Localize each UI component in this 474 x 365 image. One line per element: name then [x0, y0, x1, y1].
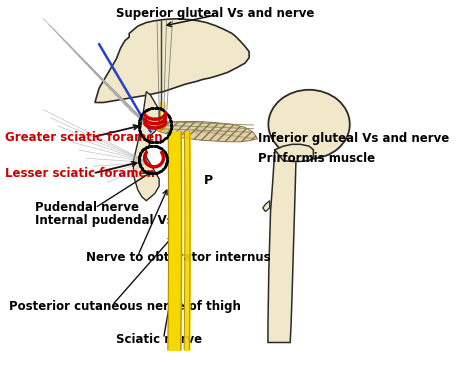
Polygon shape — [263, 201, 270, 212]
Polygon shape — [146, 122, 258, 142]
Circle shape — [268, 90, 350, 159]
Text: Inferior gluteal Vs and nerve: Inferior gluteal Vs and nerve — [258, 132, 449, 145]
Polygon shape — [134, 92, 159, 201]
Polygon shape — [268, 150, 296, 342]
Text: Nerve to obturator internus: Nerve to obturator internus — [86, 250, 271, 264]
Text: P: P — [204, 174, 213, 187]
Text: Prirformis muscle: Prirformis muscle — [258, 152, 375, 165]
Text: Greater sciatic foramen: Greater sciatic foramen — [5, 131, 163, 143]
Polygon shape — [95, 19, 249, 103]
Polygon shape — [275, 144, 313, 161]
Text: Posterior cutaneous nerve of thigh: Posterior cutaneous nerve of thigh — [9, 300, 241, 313]
Text: Sciatic nerve: Sciatic nerve — [116, 333, 202, 346]
Text: Internal pudendal Vs: Internal pudendal Vs — [35, 214, 173, 227]
Text: Pudendal nerve: Pudendal nerve — [35, 201, 139, 215]
Text: Superior gluteal Vs and nerve: Superior gluteal Vs and nerve — [116, 7, 314, 20]
Text: Lesser sciatic foramen: Lesser sciatic foramen — [5, 167, 155, 180]
